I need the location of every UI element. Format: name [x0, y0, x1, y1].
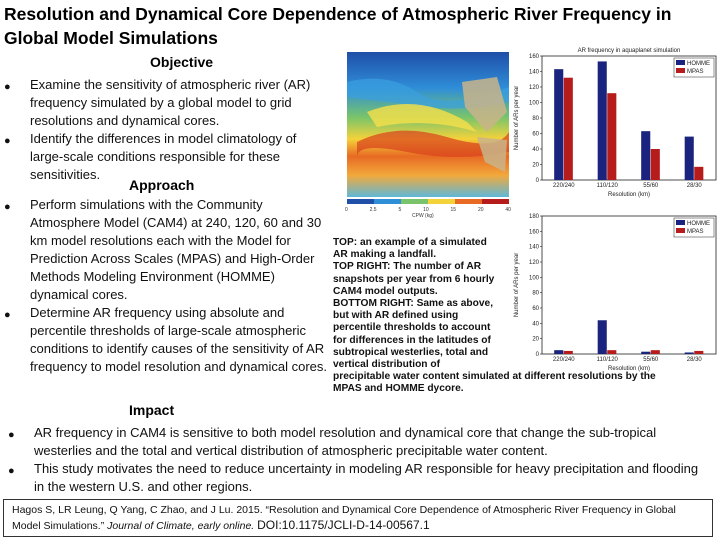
bar-mpas: [607, 350, 617, 354]
citation-box: Hagos S, LR Leung, Q Yang, C Zhao, and J…: [3, 499, 713, 537]
map-colorbar: [347, 199, 509, 204]
x-tick-label: 55/60: [643, 357, 659, 363]
bullet-icon: ●: [4, 201, 11, 213]
y-tick-label: 160: [529, 229, 540, 235]
citation-text: Hagos S, LR Leung, Q Yang, C Zhao, and J…: [12, 504, 676, 532]
list-item: ● AR frequency in CAM4 is sensitive to bo…: [8, 425, 657, 458]
y-tick-label: 120: [529, 85, 540, 91]
x-tick-label: 220/240: [553, 183, 575, 189]
map-colorbar-ticks: 0 2.5 5 10 15 20 40: [345, 207, 511, 213]
legend-label: MPAS: [687, 229, 704, 235]
y-tick-label: 60: [532, 306, 539, 312]
approach-heading: Approach: [129, 177, 195, 193]
bar-homme: [684, 352, 694, 354]
figure-caption: TOP: an example of a simulated AR making…: [333, 237, 656, 395]
legend-swatch: [676, 228, 685, 233]
list-item: ● Perform simulations with the Community …: [4, 197, 322, 302]
approach-list: ● Perform simulations with the Community …: [0, 196, 330, 376]
legend-label: HOMME: [687, 221, 710, 227]
ar-filament: [367, 104, 477, 132]
ar-landfall-map: [347, 52, 509, 204]
objective-heading: Objective: [150, 54, 214, 70]
y-axis-label: Number of ARs per year: [514, 253, 520, 317]
bar-mpas: [563, 77, 573, 180]
y-tick-label: 60: [532, 132, 539, 138]
y-tick-label: 0: [536, 178, 540, 184]
bullet-icon: ●: [4, 309, 11, 321]
list-item: ● Examine the sensitivity of atmospheric …: [4, 77, 311, 128]
x-tick-label: 55/60: [643, 183, 659, 189]
map-colorbar-label: CPW (kg): [412, 213, 434, 219]
legend-swatch: [676, 220, 685, 225]
bar-mpas: [563, 350, 573, 354]
y-tick-label: 20: [532, 163, 539, 169]
bar-mpas: [694, 166, 704, 180]
bar-homme: [641, 351, 651, 354]
y-tick-label: 100: [529, 101, 540, 107]
legend-label: MPAS: [687, 69, 704, 75]
y-tick-label: 80: [532, 291, 539, 297]
bar-homme: [597, 320, 607, 354]
impact-heading: Impact: [129, 402, 175, 418]
bar-homme: [554, 350, 564, 354]
bullet-icon: ●: [4, 81, 11, 93]
y-tick-label: 0: [536, 352, 540, 358]
bar-homme: [554, 69, 564, 180]
bar-homme: [684, 136, 694, 180]
chart-title: AR frequency in aquaplanet simulation: [578, 48, 681, 54]
legend-swatch: [676, 60, 685, 65]
ar-frequency-chart-top: AR frequency in aquaplanet simulation 0 20…: [514, 48, 717, 198]
y-tick-label: 20: [532, 337, 539, 343]
bullet-icon: ●: [8, 429, 15, 441]
y-tick-label: 120: [529, 260, 540, 266]
plot-frame: [541, 215, 717, 355]
bar-mpas: [650, 350, 660, 354]
ar-frequency-chart-bottom: 0 20 40 60 80 100 120 140 160 180 Number of ARs pe…: [514, 214, 717, 372]
y-tick-label: 80: [532, 116, 539, 122]
bullet-icon: ●: [4, 135, 11, 147]
y-axis-label: Number of ARs per year: [514, 86, 520, 150]
legend-label: HOMME: [687, 61, 710, 67]
bar-mpas: [607, 93, 617, 180]
landmass: [462, 77, 507, 132]
x-tick-label: 220/240: [553, 357, 575, 363]
bar-mpas: [694, 350, 704, 354]
list-item: ● Identify the differences in model clima…: [4, 131, 297, 182]
list-item: ● Determine AR frequency using absolute a…: [4, 305, 327, 374]
x-tick-label: 110/120: [597, 183, 619, 189]
landmass: [477, 137, 507, 172]
y-tick-label: 140: [529, 245, 540, 251]
y-tick-label: 140: [529, 70, 540, 76]
x-tick-label: 110/120: [597, 357, 619, 363]
x-axis-label: Resolution (km): [608, 192, 650, 198]
x-tick-label: 28/30: [687, 183, 703, 189]
y-tick-label: 100: [529, 275, 540, 281]
page-title: Resolution and Dynamical Core Dependence…: [4, 4, 672, 48]
citation-journal: Journal of Climate, early online.: [107, 520, 255, 532]
bar-homme: [641, 131, 651, 180]
bar-mpas: [650, 149, 660, 180]
objective-list: ● Examine the sensitivity of atmospheric …: [0, 76, 330, 184]
map-band: [357, 130, 509, 157]
bullet-icon: ●: [8, 465, 15, 477]
legend-swatch: [676, 68, 685, 73]
impact-list: ● AR frequency in CAM4 is sensitive to bo…: [4, 424, 704, 496]
y-tick-label: 160: [529, 54, 540, 60]
list-item: ● This study motivates the need to reduce…: [8, 461, 699, 494]
bar-homme: [597, 61, 607, 180]
citation-doi: DOI:10.1175/JCLI-D-14-00567.1: [257, 518, 430, 532]
x-axis-label: Resolution (km): [608, 366, 650, 372]
y-tick-label: 40: [532, 147, 539, 153]
x-tick-label: 28/30: [687, 357, 703, 363]
y-tick-label: 180: [529, 214, 540, 220]
y-tick-label: 40: [532, 321, 539, 327]
